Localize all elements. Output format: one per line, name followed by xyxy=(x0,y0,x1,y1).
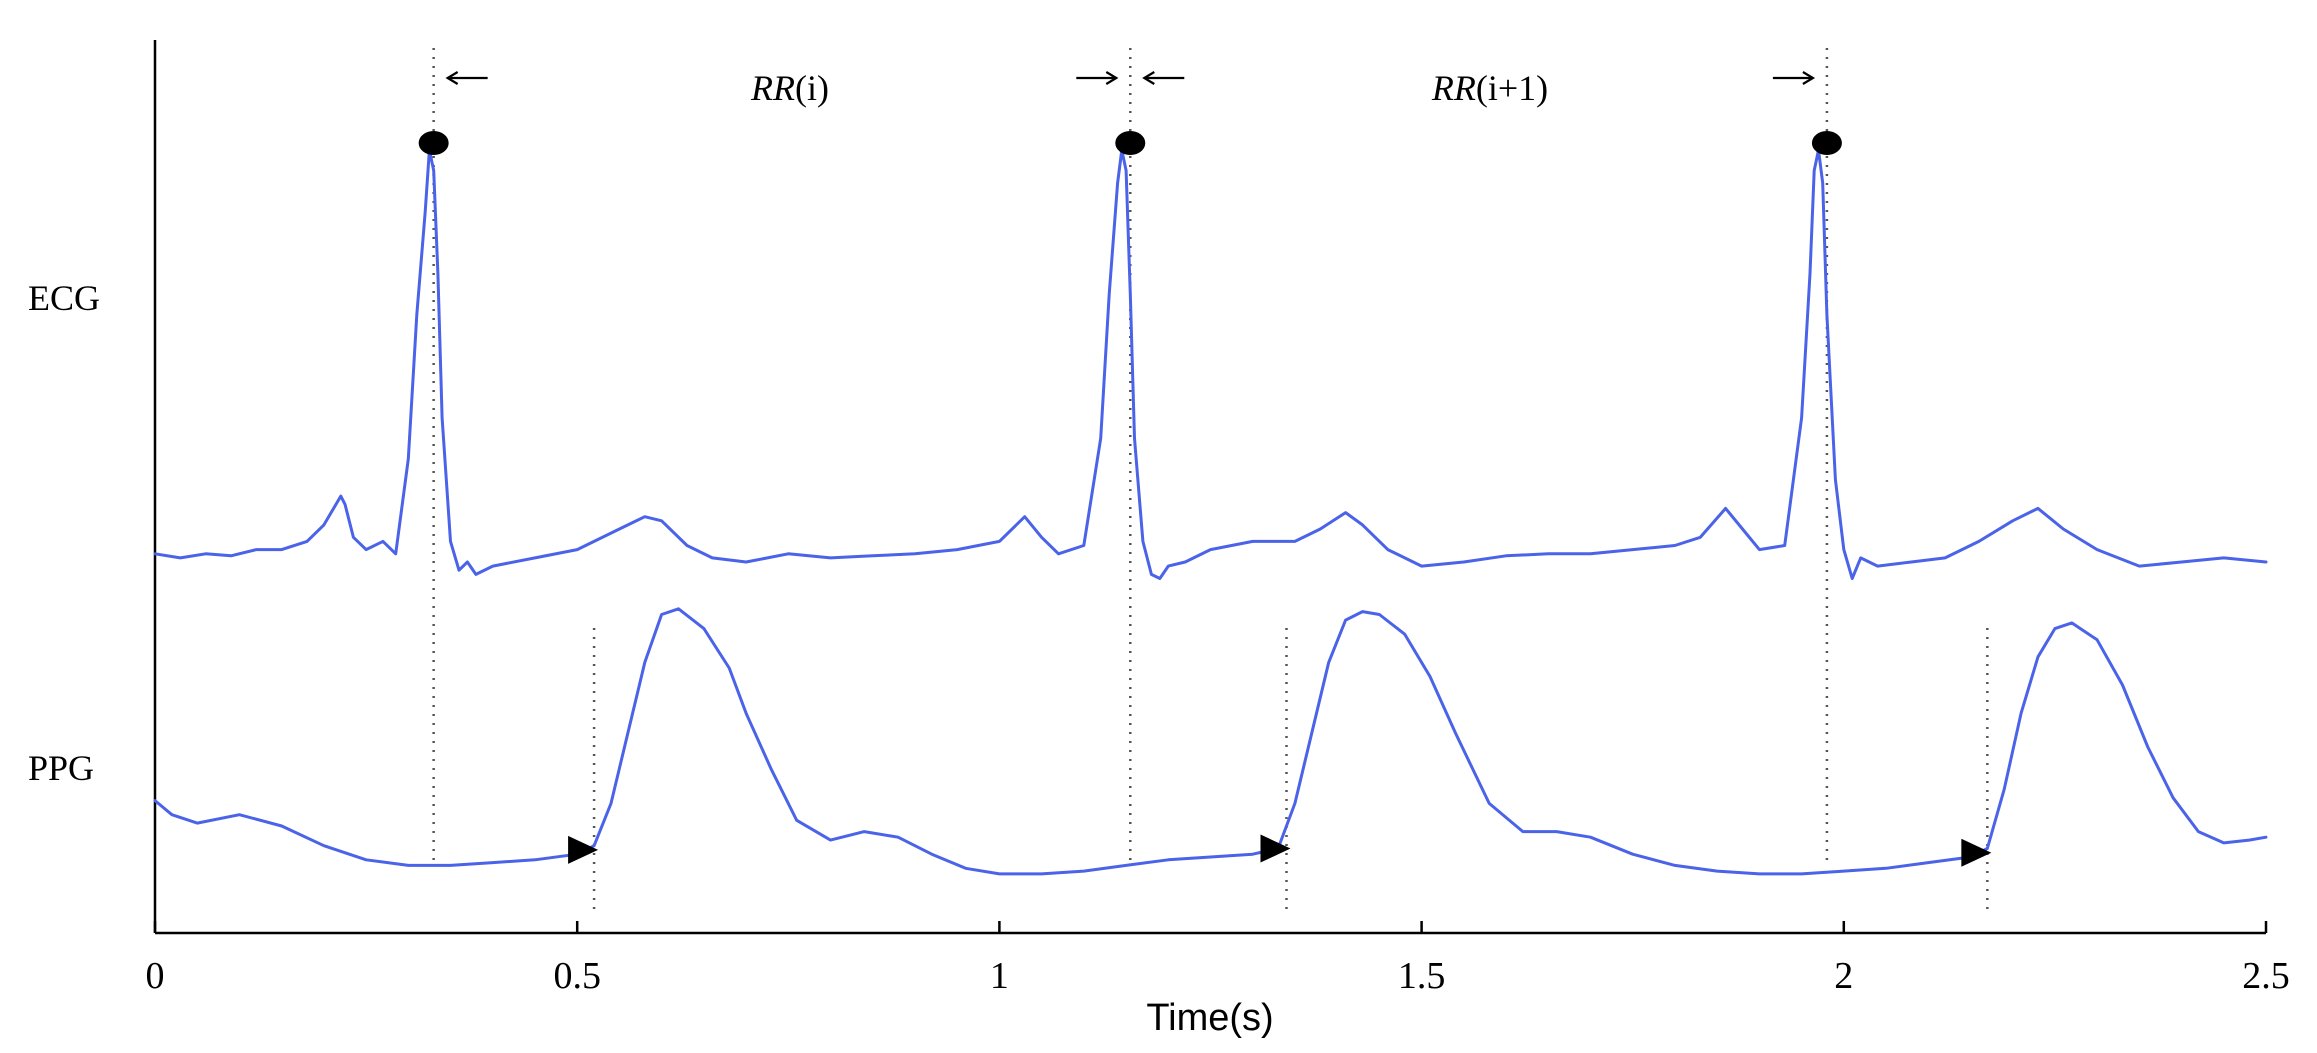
ecg-series-label: ECG xyxy=(28,278,100,318)
r-peak-dot xyxy=(1811,131,1842,155)
x-tick-label: 0 xyxy=(146,955,165,997)
traces xyxy=(153,148,2268,876)
x-tick-label: 2 xyxy=(1834,955,1853,997)
rr-label-2-main: RR xyxy=(1431,68,1476,108)
rr-arrow-head xyxy=(1142,71,1155,85)
ppg-onset-triangle xyxy=(568,835,599,864)
ppg-onset-triangle xyxy=(1260,834,1291,863)
peak-markers xyxy=(418,131,1992,867)
x-ticks: 0 0.5 1 1.5 2 2.5 xyxy=(146,921,2290,997)
rr-label-1-main: RR xyxy=(750,68,795,108)
rr-arrow-head xyxy=(1105,71,1119,85)
x-tick-label: 0.5 xyxy=(553,955,601,997)
rr-label-1-paren: (i) xyxy=(795,68,829,108)
x-tick-label: 1 xyxy=(990,955,1009,997)
rr-arrow-head xyxy=(1802,71,1816,85)
rr-arrows xyxy=(445,71,1816,85)
x-tick-label: 1.5 xyxy=(1398,955,1446,997)
rr-interval-label-2: RR(i+1) xyxy=(1431,68,1548,108)
ppg-series-label: PPG xyxy=(28,748,94,788)
ecg-trace xyxy=(153,148,2268,580)
x-axis-title: Time(s) xyxy=(1146,997,1273,1039)
r-peak-dot xyxy=(418,131,449,155)
rr-arrow-head xyxy=(445,71,459,85)
r-peak-dot xyxy=(1115,131,1146,155)
x-tick-label: 2.5 xyxy=(2242,955,2290,997)
rr-label-2-paren: (i+1) xyxy=(1476,68,1548,108)
rr-interval-label-1: RR(i) xyxy=(750,68,829,108)
marker-lines xyxy=(432,48,1989,915)
ppg-onset-triangle xyxy=(1961,838,1992,867)
ppg-trace xyxy=(153,607,2268,876)
